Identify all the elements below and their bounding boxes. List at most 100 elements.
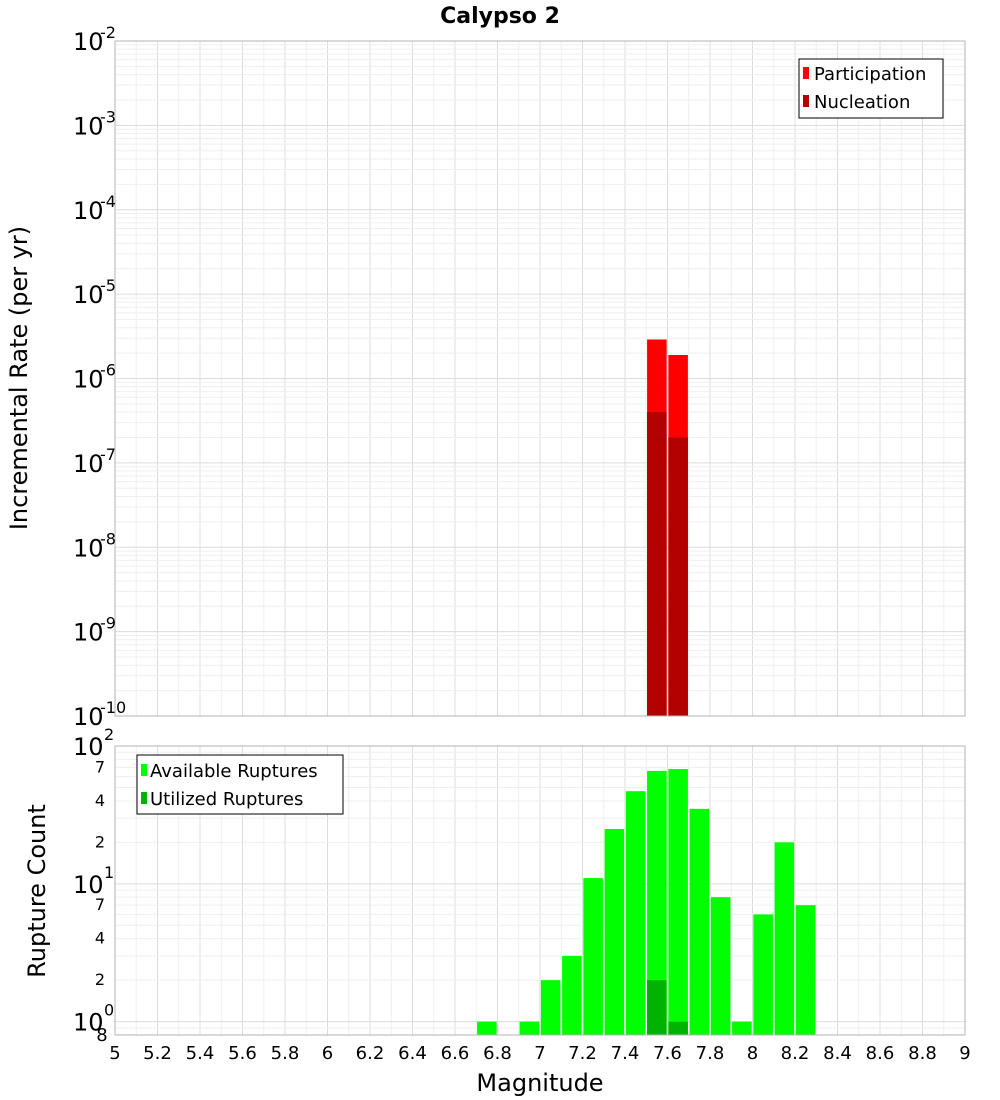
x-tick-6: 6.2 — [356, 1043, 385, 1064]
top-y-tick-5: 10-5 — [73, 276, 116, 309]
x-tick-10: 7 — [534, 1043, 545, 1064]
top-bars — [647, 339, 688, 716]
y-tick-exponent: 1 — [104, 863, 114, 882]
x-tick-9: 6.8 — [483, 1043, 512, 1064]
y-tick-base: 10 — [73, 619, 104, 647]
bottom-bars — [477, 769, 816, 1035]
bottom-y-axis-label: Rupture Count — [23, 804, 51, 978]
x-tick-5: 6 — [322, 1043, 333, 1064]
bottom-legend: Available Ruptures Utilized Ruptures — [136, 754, 344, 815]
bottom-legend-box — [136, 754, 344, 815]
top-y-tick-6: 10-4 — [73, 192, 116, 225]
bottom-bar-available-ruptures-9 — [689, 808, 710, 1035]
x-tick-14: 7.8 — [696, 1043, 725, 1064]
bottom-y-minor-tick-5: 7 — [95, 757, 105, 776]
x-tick-13: 7.6 — [653, 1043, 682, 1064]
y-tick-base: 10 — [73, 366, 104, 394]
bottom-y-minor-tick-2: 7 — [95, 895, 105, 914]
bottom-y-minor-tick-0: 2 — [95, 970, 105, 989]
y-tick-exponent: -2 — [100, 23, 116, 42]
x-tick-2: 5.4 — [186, 1043, 215, 1064]
x-tick-12: 7.4 — [611, 1043, 640, 1064]
top-legend: Participation Nucleation — [798, 58, 944, 119]
x-tick-8: 6.6 — [441, 1043, 470, 1064]
x-tick-19: 8.8 — [908, 1043, 937, 1064]
bottom-bar-available-ruptures-7 — [647, 770, 667, 1035]
x-ticks: 5 5.2 5.4 5.6 5.8 6 6.2 6.4 6.6 6.8 7 7.2 7.4 7.6 7.8 8… — [109, 1043, 970, 1064]
bottom-bar-available-ruptures-6 — [625, 791, 646, 1035]
x-tick-18: 8.6 — [866, 1043, 895, 1064]
bottom-y-minor-tick-4: 4 — [95, 791, 105, 810]
bottom-bar-available-ruptures-4 — [583, 878, 603, 1035]
y-tick-base: 10 — [73, 450, 104, 478]
y-tick-exponent: -8 — [100, 529, 116, 548]
bottom-bar-utilized-ruptures-0 — [647, 980, 667, 1035]
y-tick-exponent: -9 — [100, 614, 116, 633]
bottom-y-tick-1: 10 1 — [73, 863, 114, 899]
y-tick-exponent: -10 — [100, 698, 126, 717]
x-axis-label: Magnitude — [476, 1069, 603, 1097]
x-tick-15: 8 — [747, 1043, 758, 1064]
bottom-bar-available-ruptures-8 — [668, 769, 688, 1035]
legend-swatch-nucleation — [803, 95, 809, 107]
x-tick-0: 5 — [109, 1043, 120, 1064]
bottom-bar-available-ruptures-14 — [795, 905, 816, 1035]
bottom-plot-area — [114, 745, 966, 1036]
y-tick-exponent: -4 — [100, 192, 116, 211]
legend-swatch-available — [141, 764, 147, 776]
bottom-bar-available-ruptures-13 — [774, 842, 795, 1035]
y-tick-exponent: -6 — [100, 361, 116, 380]
y-tick-base: 10 — [73, 28, 104, 56]
y-tick-base: 10 — [73, 703, 104, 731]
bottom-bar-available-ruptures-5 — [604, 828, 625, 1035]
top-bar-nucleation-1 — [668, 437, 688, 716]
bottom-bar-available-ruptures-12 — [753, 914, 773, 1035]
y-tick-exponent: -7 — [100, 445, 116, 464]
bottom-bar-available-ruptures-2 — [540, 980, 561, 1035]
bottom-y-tick-0: 10 0 — [73, 1001, 114, 1037]
top-y-tick-7: 10-3 — [73, 107, 116, 140]
bottom-y-minor-tick-3: 2 — [95, 832, 105, 851]
y-tick-base: 10 — [73, 1009, 104, 1037]
legend-label-available: Available Ruptures — [150, 761, 318, 782]
top-legend-box — [798, 58, 944, 119]
bottom-bar-utilized-ruptures-1 — [668, 1021, 688, 1035]
top-grid — [114, 40, 966, 717]
bottom-bar-available-ruptures-3 — [562, 955, 582, 1035]
y-tick-exponent: 2 — [104, 725, 114, 744]
x-tick-3: 5.6 — [228, 1043, 257, 1064]
bottom-y-tick-2: 10 2 — [73, 725, 114, 761]
top-bar-nucleation-0 — [647, 412, 667, 716]
top-y-tick-2: 10-8 — [73, 529, 116, 562]
y-tick-exponent: -5 — [100, 276, 116, 295]
x-tick-11: 7.2 — [568, 1043, 597, 1064]
bottom-bar-available-ruptures-0 — [477, 1021, 497, 1035]
y-tick-base: 10 — [73, 112, 104, 140]
bottom-y-minor-tick-1: 4 — [95, 929, 105, 948]
y-tick-base: 10 — [73, 871, 104, 899]
x-tick-16: 8.2 — [781, 1043, 810, 1064]
y-tick-exponent: 0 — [104, 1001, 114, 1020]
y-tick-base: 10 — [73, 733, 104, 761]
legend-label-utilized: Utilized Ruptures — [150, 789, 303, 810]
legend-swatch-utilized — [141, 792, 147, 804]
legend-label-nucleation: Nucleation — [814, 92, 910, 113]
bottom-bar-available-ruptures-11 — [732, 1021, 752, 1035]
x-tick-1: 5.2 — [143, 1043, 172, 1064]
chart-title: Calypso 2 — [440, 4, 560, 29]
legend-label-participation: Participation — [814, 64, 926, 85]
bottom-y-min-label: 8 — [96, 1025, 107, 1046]
y-tick-exponent: -3 — [100, 107, 116, 126]
top-y-tick-3: 10-7 — [73, 445, 116, 478]
top-y-tick-8: 10-2 — [73, 23, 116, 56]
bottom-bar-available-ruptures-1 — [519, 1021, 540, 1035]
bottom-bar-available-ruptures-10 — [710, 897, 731, 1035]
y-tick-base: 10 — [73, 534, 104, 562]
legend-swatch-participation — [803, 67, 809, 79]
top-plot-area — [114, 40, 966, 717]
x-tick-17: 8.4 — [823, 1043, 852, 1064]
top-y-tick-1: 10-9 — [73, 614, 116, 647]
